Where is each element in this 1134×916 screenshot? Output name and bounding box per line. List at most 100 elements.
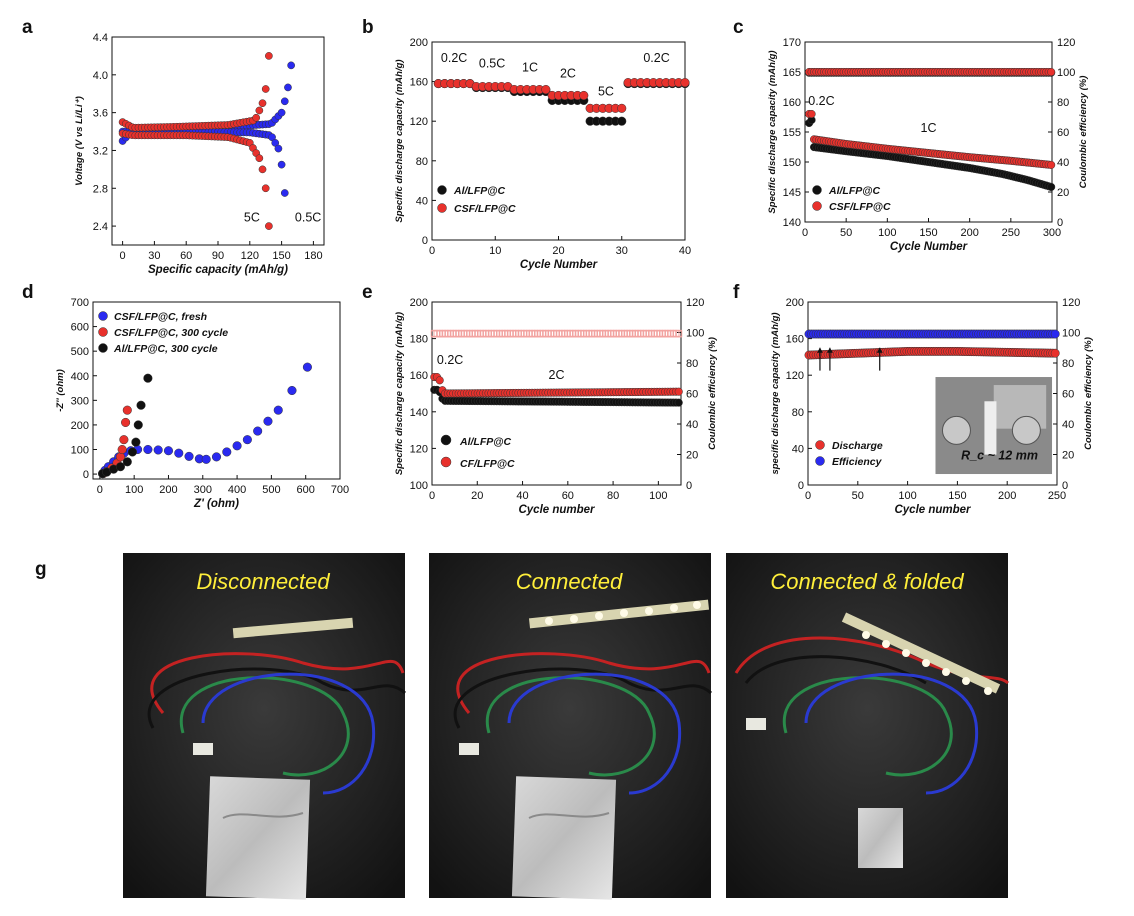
y2-tick-label: 40 — [1057, 157, 1069, 169]
rate-annotation: 0.2C — [441, 51, 467, 65]
annotation-0.2C: 0.2C — [437, 353, 463, 367]
panel-label-g: g — [35, 559, 47, 580]
data-point — [617, 116, 627, 126]
capacity-point — [1047, 182, 1056, 192]
inset-knob-left — [941, 415, 971, 445]
legend-marker — [812, 201, 822, 211]
nyquist-point — [122, 457, 132, 467]
inset-sample — [984, 401, 997, 455]
curve-point-charge — [252, 113, 261, 122]
y-tick-label: 160 — [410, 370, 428, 382]
y-tick-label: 140 — [783, 217, 801, 229]
nyquist-point — [242, 435, 252, 445]
y2-tick-label: 60 — [686, 389, 698, 401]
panel-label-f: f — [733, 282, 740, 303]
nyquist-point — [287, 385, 297, 396]
y-tick-label: 2.4 — [93, 221, 108, 233]
y-tick-label: 700 — [71, 297, 89, 309]
nyquist-point — [201, 454, 211, 464]
charts-layer: 0 30 60 90 120 150 180 2.4 2.8 3.2 3.6 4.0 4.4 Specif… — [55, 32, 1094, 516]
y-tick-label: 200 — [410, 37, 428, 49]
rate-annotation: 2C — [560, 67, 576, 81]
y-tick-label: 0 — [422, 235, 428, 247]
capacity-point — [674, 387, 683, 396]
legend-label: CSF/LFP@C, fresh — [114, 311, 207, 323]
y2-axis-label: Coulombic efficiency (%) — [707, 337, 718, 450]
nyquist-point — [174, 448, 184, 458]
chart-d: 0 100 200 300 400 500 600 700 0 100 200 300 400 500 60… — [55, 297, 349, 510]
legend-marker — [98, 343, 108, 353]
nyquist-point — [122, 405, 132, 415]
y2-tick-label: 100 — [1057, 67, 1075, 79]
y2-tick-label: 40 — [1062, 419, 1074, 431]
nyquist-point — [131, 437, 141, 447]
y-tick-label: 180 — [410, 334, 428, 346]
inset-photo: R_c ~ 12 mm — [935, 377, 1053, 475]
y-axis-label: specific discharge capacity (mAh/g) — [770, 312, 781, 474]
x-tick-label: 0 — [429, 245, 435, 257]
curve-point-charge — [284, 83, 292, 92]
nyquist-point — [127, 447, 138, 457]
photo-connected-folded: Connected & folded — [726, 553, 1009, 898]
x-tick-label: 0 — [120, 250, 126, 262]
y-tick-label: 150 — [783, 157, 801, 169]
x-tick-label: 200 — [159, 484, 177, 496]
curve-point-discharge — [258, 165, 267, 174]
x-tick-label: 200 — [960, 227, 978, 239]
legend-marker — [815, 440, 825, 450]
chart-e: 0 20 40 60 80 100 100 120 140 160 180 200 0 20 40 60 80 1… — [394, 297, 718, 516]
nyquist-point — [302, 362, 312, 372]
x-tick-label: 150 — [272, 250, 290, 262]
x-tick-label: 150 — [948, 490, 966, 502]
nyquist-point — [253, 426, 263, 436]
arrow-head — [816, 347, 823, 353]
rate-annotation: 5C — [598, 84, 614, 98]
x-tick-label: 200 — [998, 490, 1016, 502]
x-tick-label: 50 — [840, 227, 852, 239]
y-tick-label: 4.4 — [93, 32, 108, 44]
y-axis-label: -Z'' (ohm) — [55, 369, 66, 412]
chart-c: 0 50 100 150 200 250 3001401451501551601651700… — [767, 37, 1089, 253]
curve-point-discharge — [255, 154, 264, 163]
x-tick-label: 250 — [1048, 490, 1066, 502]
y2-tick-label: 120 — [686, 297, 704, 309]
y-tick-label: 200 — [786, 297, 804, 309]
annotation-0.2C: 0.2C — [808, 94, 834, 108]
capacity-point — [674, 398, 683, 407]
y-tick-label: 100 — [71, 445, 89, 457]
y-tick-label: 155 — [783, 127, 801, 139]
x-axis-label: Cycle Number — [890, 241, 968, 253]
capacity-point — [435, 376, 444, 385]
x-tick-label: 150 — [919, 227, 937, 239]
x-tick-label: 250 — [1002, 227, 1020, 239]
y-tick-label: 2.8 — [93, 183, 108, 195]
y-tick-label: 120 — [410, 443, 428, 455]
y2-tick-label: 80 — [686, 358, 698, 370]
legend-label: CSF/LFP@C — [829, 201, 891, 213]
x-tick-label: 0 — [429, 490, 435, 502]
y2-tick-label: 80 — [1062, 358, 1074, 370]
nyquist-point — [121, 417, 131, 428]
legend-label: CF/LFP@C — [460, 458, 515, 470]
data-point — [541, 84, 551, 95]
capacity-point — [1047, 160, 1056, 169]
nyquist-point — [117, 444, 127, 455]
curve-point-discharge — [274, 144, 283, 153]
legend-marker — [98, 327, 108, 337]
panel-label-e: e — [362, 282, 373, 303]
x-tick-label: 180 — [304, 250, 322, 262]
legend-label: Al/LFP@C — [453, 185, 505, 197]
nyquist-point — [263, 416, 273, 426]
x-axis-label: Specific capacity (mAh/g) — [148, 264, 288, 276]
x-axis-label: Cycle number — [518, 504, 595, 516]
capacity-point — [1050, 348, 1060, 358]
inset-label: R_c ~ 12 mm — [961, 448, 1038, 462]
y-axis-label: Specific discharge capacity (mAh/g) — [767, 50, 778, 213]
plot-frame-d — [92, 301, 341, 480]
curve-point-charge — [277, 108, 286, 117]
rate-annotation: 1C — [522, 61, 538, 75]
x-tick-label: 500 — [262, 484, 280, 496]
x-tick-label: 50 — [852, 490, 864, 502]
x-tick-label: 300 — [194, 484, 212, 496]
